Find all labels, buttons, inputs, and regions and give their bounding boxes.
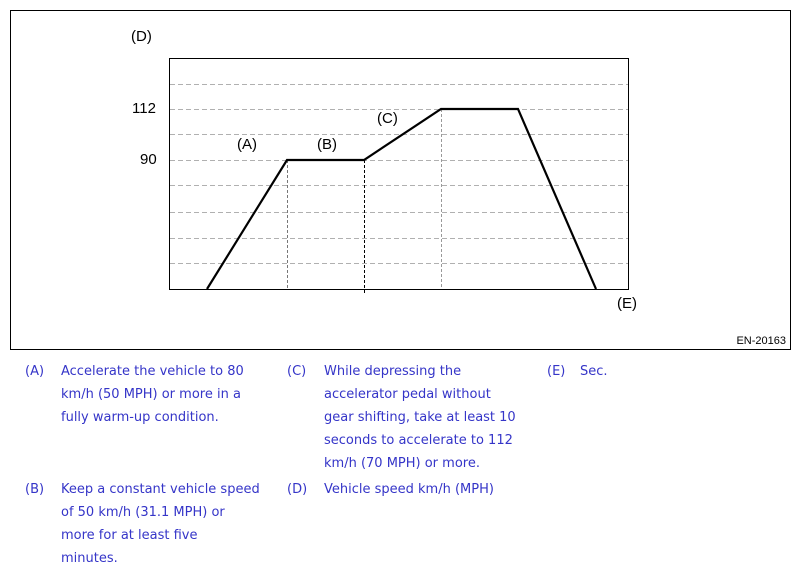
note-line: minutes. (61, 551, 118, 566)
note-line: Sec. (580, 364, 608, 379)
note-line: Vehicle speed km/h (MPH) (324, 482, 494, 497)
segment-label-c: (C) (377, 110, 398, 127)
note-b: (B) Keep a constant vehicle speed of 50 … (25, 478, 285, 572)
note-key: (D) (287, 482, 308, 497)
note-line: km/h (50 MPH) or more in a (61, 387, 241, 402)
figure-code: EN-20163 (736, 335, 786, 347)
note-line: of 50 km/h (31.1 MPH) or (61, 505, 225, 520)
segment-label-a: (A) (237, 136, 257, 153)
note-line: gear shifting, take at least 10 (324, 410, 516, 425)
note-line: Accelerate the vehicle to 80 (61, 364, 244, 379)
figure-frame: EN-20163 (10, 10, 791, 350)
note-key: (E) (547, 364, 566, 379)
note-line: seconds to accelerate to 112 (324, 433, 513, 448)
note-c: (C) While depressing the accelerator ped… (287, 360, 537, 480)
speed-profile-line (206, 107, 598, 290)
note-d: (D) Vehicle speed km/h (MPH) (287, 478, 537, 502)
note-key: (A) (25, 364, 45, 379)
note-line: Keep a constant vehicle speed (61, 482, 260, 497)
note-key: (C) (287, 364, 307, 379)
note-e: (E) Sec. (547, 360, 647, 384)
note-line: fully warm-up condition. (61, 410, 219, 425)
y-tick-112: 112 (132, 100, 156, 117)
note-line: While depressing the (324, 364, 462, 379)
note-a: (A) Accelerate the vehicle to 80 km/h (5… (25, 360, 285, 480)
segment-label-b: (B) (317, 136, 337, 153)
plot-border (169, 58, 629, 290)
note-line: accelerator pedal without (324, 387, 491, 402)
note-line: km/h (70 MPH) or more. (324, 456, 480, 471)
note-line: more for at least five (61, 528, 198, 543)
y-axis-label: (D) (131, 28, 152, 45)
note-key: (B) (25, 482, 45, 497)
y-tick-90: 90 (140, 151, 157, 168)
x-axis-label: (E) (617, 295, 637, 312)
